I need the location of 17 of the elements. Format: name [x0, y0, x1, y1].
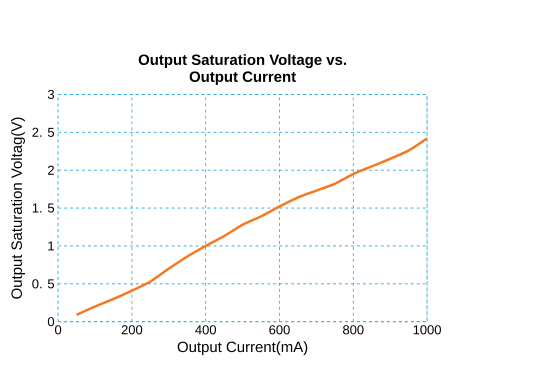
line-series: [75, 137, 428, 316]
y-axis-title: Output Saturation Voltag(V): [11, 118, 25, 299]
x-tick-label: 400: [195, 325, 216, 335]
x-tick-label: 1000: [414, 325, 441, 335]
x-tick-label: 200: [122, 325, 142, 335]
y-tick-label: 3: [48, 90, 54, 100]
y-tick-label: 0. 5: [32, 279, 54, 289]
x-tick-label: 600: [269, 325, 290, 335]
y-tick-label: 2: [48, 166, 54, 175]
y-tick-label: 1. 5: [32, 204, 54, 213]
x-tick-label: 800: [343, 325, 364, 335]
y-tick-label: 0: [48, 317, 54, 326]
chart-title: Output Saturation Voltage vs. Output Current: [138, 54, 346, 86]
x-axis-title: Output Current(mA): [178, 341, 308, 356]
y-tick-label: 1: [48, 242, 54, 251]
x-tick-label: 0: [55, 325, 62, 335]
y-tick-label: 2. 5: [32, 128, 54, 138]
